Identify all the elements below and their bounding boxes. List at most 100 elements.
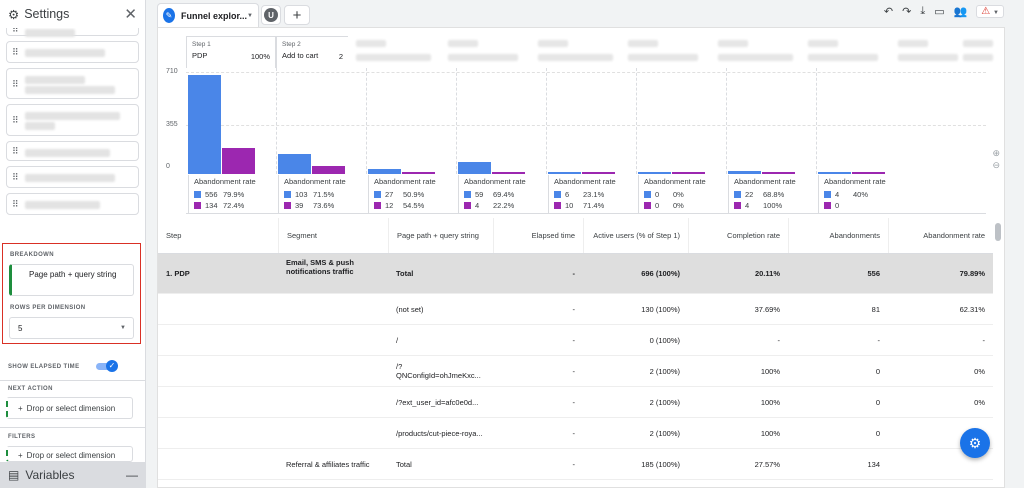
minimize-icon[interactable]: — bbox=[126, 468, 138, 482]
table-row[interactable]: /?QNConfigId=ohJmeKxc... - 2 (100%) 100% 0 0% bbox=[158, 356, 993, 387]
filters-drop-button[interactable]: + Drop or select dimension bbox=[6, 446, 133, 462]
abandonment-row: 0 0% bbox=[644, 200, 723, 211]
table-cell bbox=[158, 418, 268, 448]
warning-button[interactable]: ⚠ ▼ bbox=[976, 5, 1004, 18]
table-cell: 20.11% bbox=[754, 269, 780, 278]
tab-user[interactable]: U bbox=[261, 5, 281, 25]
bar-abandoned-users[interactable] bbox=[312, 166, 345, 174]
zoom-in-icon[interactable]: ⊕ bbox=[992, 148, 1000, 158]
close-icon[interactable]: ✕ bbox=[124, 6, 137, 23]
elapsed-time-row: SHOW ELAPSED TIME ✓ bbox=[8, 360, 138, 374]
download-icon[interactable]: ⤓ bbox=[920, 5, 926, 17]
next-action-label: NEXT ACTION bbox=[8, 386, 53, 392]
insights-button[interactable]: ⚙ bbox=[960, 428, 990, 458]
folder-icon[interactable]: ▭ bbox=[934, 6, 945, 18]
rows-per-dimension-select[interactable]: 5 ▼ bbox=[9, 317, 134, 339]
drag-handle-icon[interactable]: ⠿ bbox=[12, 172, 19, 182]
dimension-card[interactable]: ⠿ bbox=[6, 68, 139, 99]
redo-icon[interactable]: ↷ bbox=[902, 6, 912, 18]
pencil-icon: ✎ bbox=[163, 8, 176, 23]
table-cell: 556 bbox=[867, 269, 880, 278]
drag-handle-icon[interactable]: ⠿ bbox=[12, 115, 19, 125]
column-header[interactable]: Segment bbox=[278, 218, 388, 253]
table-scrollbar[interactable] bbox=[995, 223, 1001, 241]
table-cell: 2 (100%) bbox=[649, 366, 680, 376]
table-row[interactable]: /?ext_user_id=afc0e0d... - 2 (100%) 100% 0 0% bbox=[158, 387, 993, 418]
table-cell: 0 bbox=[875, 428, 880, 438]
dimension-card[interactable]: ⠿ bbox=[6, 166, 139, 188]
zoom-out-icon[interactable]: ⊖ bbox=[992, 160, 1000, 170]
column-header[interactable]: Completion rate bbox=[688, 218, 788, 253]
column-header[interactable]: Abandonment rate bbox=[888, 218, 993, 253]
drag-handle-icon[interactable]: ⠿ bbox=[12, 47, 19, 57]
column-header[interactable]: Elapsed time bbox=[493, 218, 583, 253]
column-header[interactable]: Step bbox=[166, 231, 182, 240]
rows-per-dimension-value: 5 bbox=[18, 324, 23, 333]
variables-icon: ▤ bbox=[8, 468, 20, 482]
bar-abandoned-users[interactable] bbox=[402, 171, 435, 174]
table-cell: - bbox=[572, 335, 576, 345]
tab-funnel-exploration[interactable]: ✎ Funnel explor... ▼ bbox=[157, 3, 259, 27]
next-action-drop-button[interactable]: + Drop or select dimension bbox=[6, 397, 133, 419]
table-cell: 100% bbox=[760, 428, 780, 438]
step-separator bbox=[366, 68, 367, 174]
bar-abandoned-users[interactable] bbox=[582, 172, 615, 174]
drag-handle-icon[interactable]: ⠿ bbox=[12, 78, 19, 89]
dimension-card[interactable]: ⠿ bbox=[6, 41, 139, 63]
dimension-card[interactable]: ⠿ bbox=[6, 28, 139, 37]
bar-active-users[interactable] bbox=[368, 168, 401, 174]
abandonment-percent: 71.4% bbox=[583, 201, 605, 210]
table-cell: 100% bbox=[760, 397, 780, 407]
column-header[interactable]: Abandonments bbox=[788, 218, 888, 253]
abandonment-count: 59 bbox=[475, 190, 484, 199]
sparkle-settings-icon: ⚙ bbox=[968, 434, 982, 451]
table-cell: Email, SMS & push notifications traffic bbox=[286, 258, 354, 276]
drag-handle-icon[interactable]: ⠿ bbox=[12, 199, 19, 209]
variables-panel-toggle[interactable]: ▤ Variables — bbox=[0, 462, 146, 488]
dimension-card[interactable]: ⠿ bbox=[6, 141, 139, 161]
step-header-2[interactable]: Step 2 Add to cart 2 bbox=[276, 36, 348, 68]
bar-active-users[interactable] bbox=[728, 170, 761, 174]
undo-icon[interactable]: ↶ bbox=[883, 6, 894, 18]
share-users-icon[interactable]: 👥 bbox=[953, 6, 968, 18]
elapsed-time-toggle[interactable]: ✓ bbox=[96, 360, 118, 372]
table-cell bbox=[158, 294, 268, 324]
bar-active-users[interactable] bbox=[638, 172, 671, 174]
bar-abandoned-users[interactable] bbox=[492, 171, 525, 174]
step-header-1[interactable]: Step 1 PDP 100% bbox=[186, 36, 276, 68]
bar-active-users[interactable] bbox=[818, 172, 851, 174]
bar-abandoned-users[interactable] bbox=[672, 172, 705, 174]
settings-panel: ⚙ Settings ✕ ⠿ ⠿ ⠿ ⠿ ⠿ ⠿ ⠿ bbox=[0, 0, 146, 488]
dimension-card[interactable]: ⠿ bbox=[6, 104, 139, 136]
abandonment-count: 39 bbox=[295, 201, 304, 210]
dimension-card[interactable]: ⠿ bbox=[6, 193, 139, 215]
bar-abandoned-users[interactable] bbox=[762, 172, 795, 174]
add-tab-button[interactable]: + bbox=[284, 5, 310, 25]
table-row[interactable]: Referral & affiliates traffic Total - 185 (… bbox=[158, 449, 993, 480]
drag-handle-icon[interactable]: ⠿ bbox=[12, 146, 19, 156]
abandonment-percent: 50.9% bbox=[403, 190, 425, 199]
breakdown-chip[interactable]: Page path + query string bbox=[9, 264, 134, 296]
abandonment-count: 134 bbox=[205, 201, 218, 210]
column-header[interactable]: Active users (% of Step 1) bbox=[583, 218, 688, 253]
abandonment-rate-block: Abandonment rate 4 40% 0 bbox=[818, 175, 908, 213]
bar-active-users[interactable] bbox=[278, 153, 311, 174]
table-row[interactable]: /products/cut-piece-roya... - 2 (100%) 100%… bbox=[158, 418, 993, 449]
table-row[interactable]: 1. PDP Email, SMS & push notifications tr… bbox=[158, 254, 993, 294]
chevron-down-icon[interactable]: ▼ bbox=[247, 12, 253, 19]
table-cell bbox=[158, 387, 268, 417]
bar-abandoned-users[interactable] bbox=[852, 172, 885, 174]
table-cell: Referral & affiliates traffic bbox=[286, 459, 370, 469]
legend-swatch bbox=[554, 202, 561, 209]
table-cell: 130 (100%) bbox=[641, 304, 680, 314]
column-header[interactable]: Page path + query string bbox=[388, 218, 493, 253]
table-row[interactable]: (not set) - 130 (100%) 37.69% 81 62.31% bbox=[158, 294, 993, 325]
bar-abandoned-users[interactable] bbox=[222, 147, 255, 174]
bar-active-users[interactable] bbox=[458, 162, 491, 174]
table-row[interactable]: / - 0 (100%) - - - bbox=[158, 325, 993, 356]
bar-active-users[interactable] bbox=[188, 75, 221, 174]
bar-active-users[interactable] bbox=[548, 171, 581, 174]
table-cell bbox=[158, 449, 268, 479]
table-cell: 37.69% bbox=[754, 304, 780, 314]
drag-handle-icon[interactable]: ⠿ bbox=[12, 28, 19, 34]
